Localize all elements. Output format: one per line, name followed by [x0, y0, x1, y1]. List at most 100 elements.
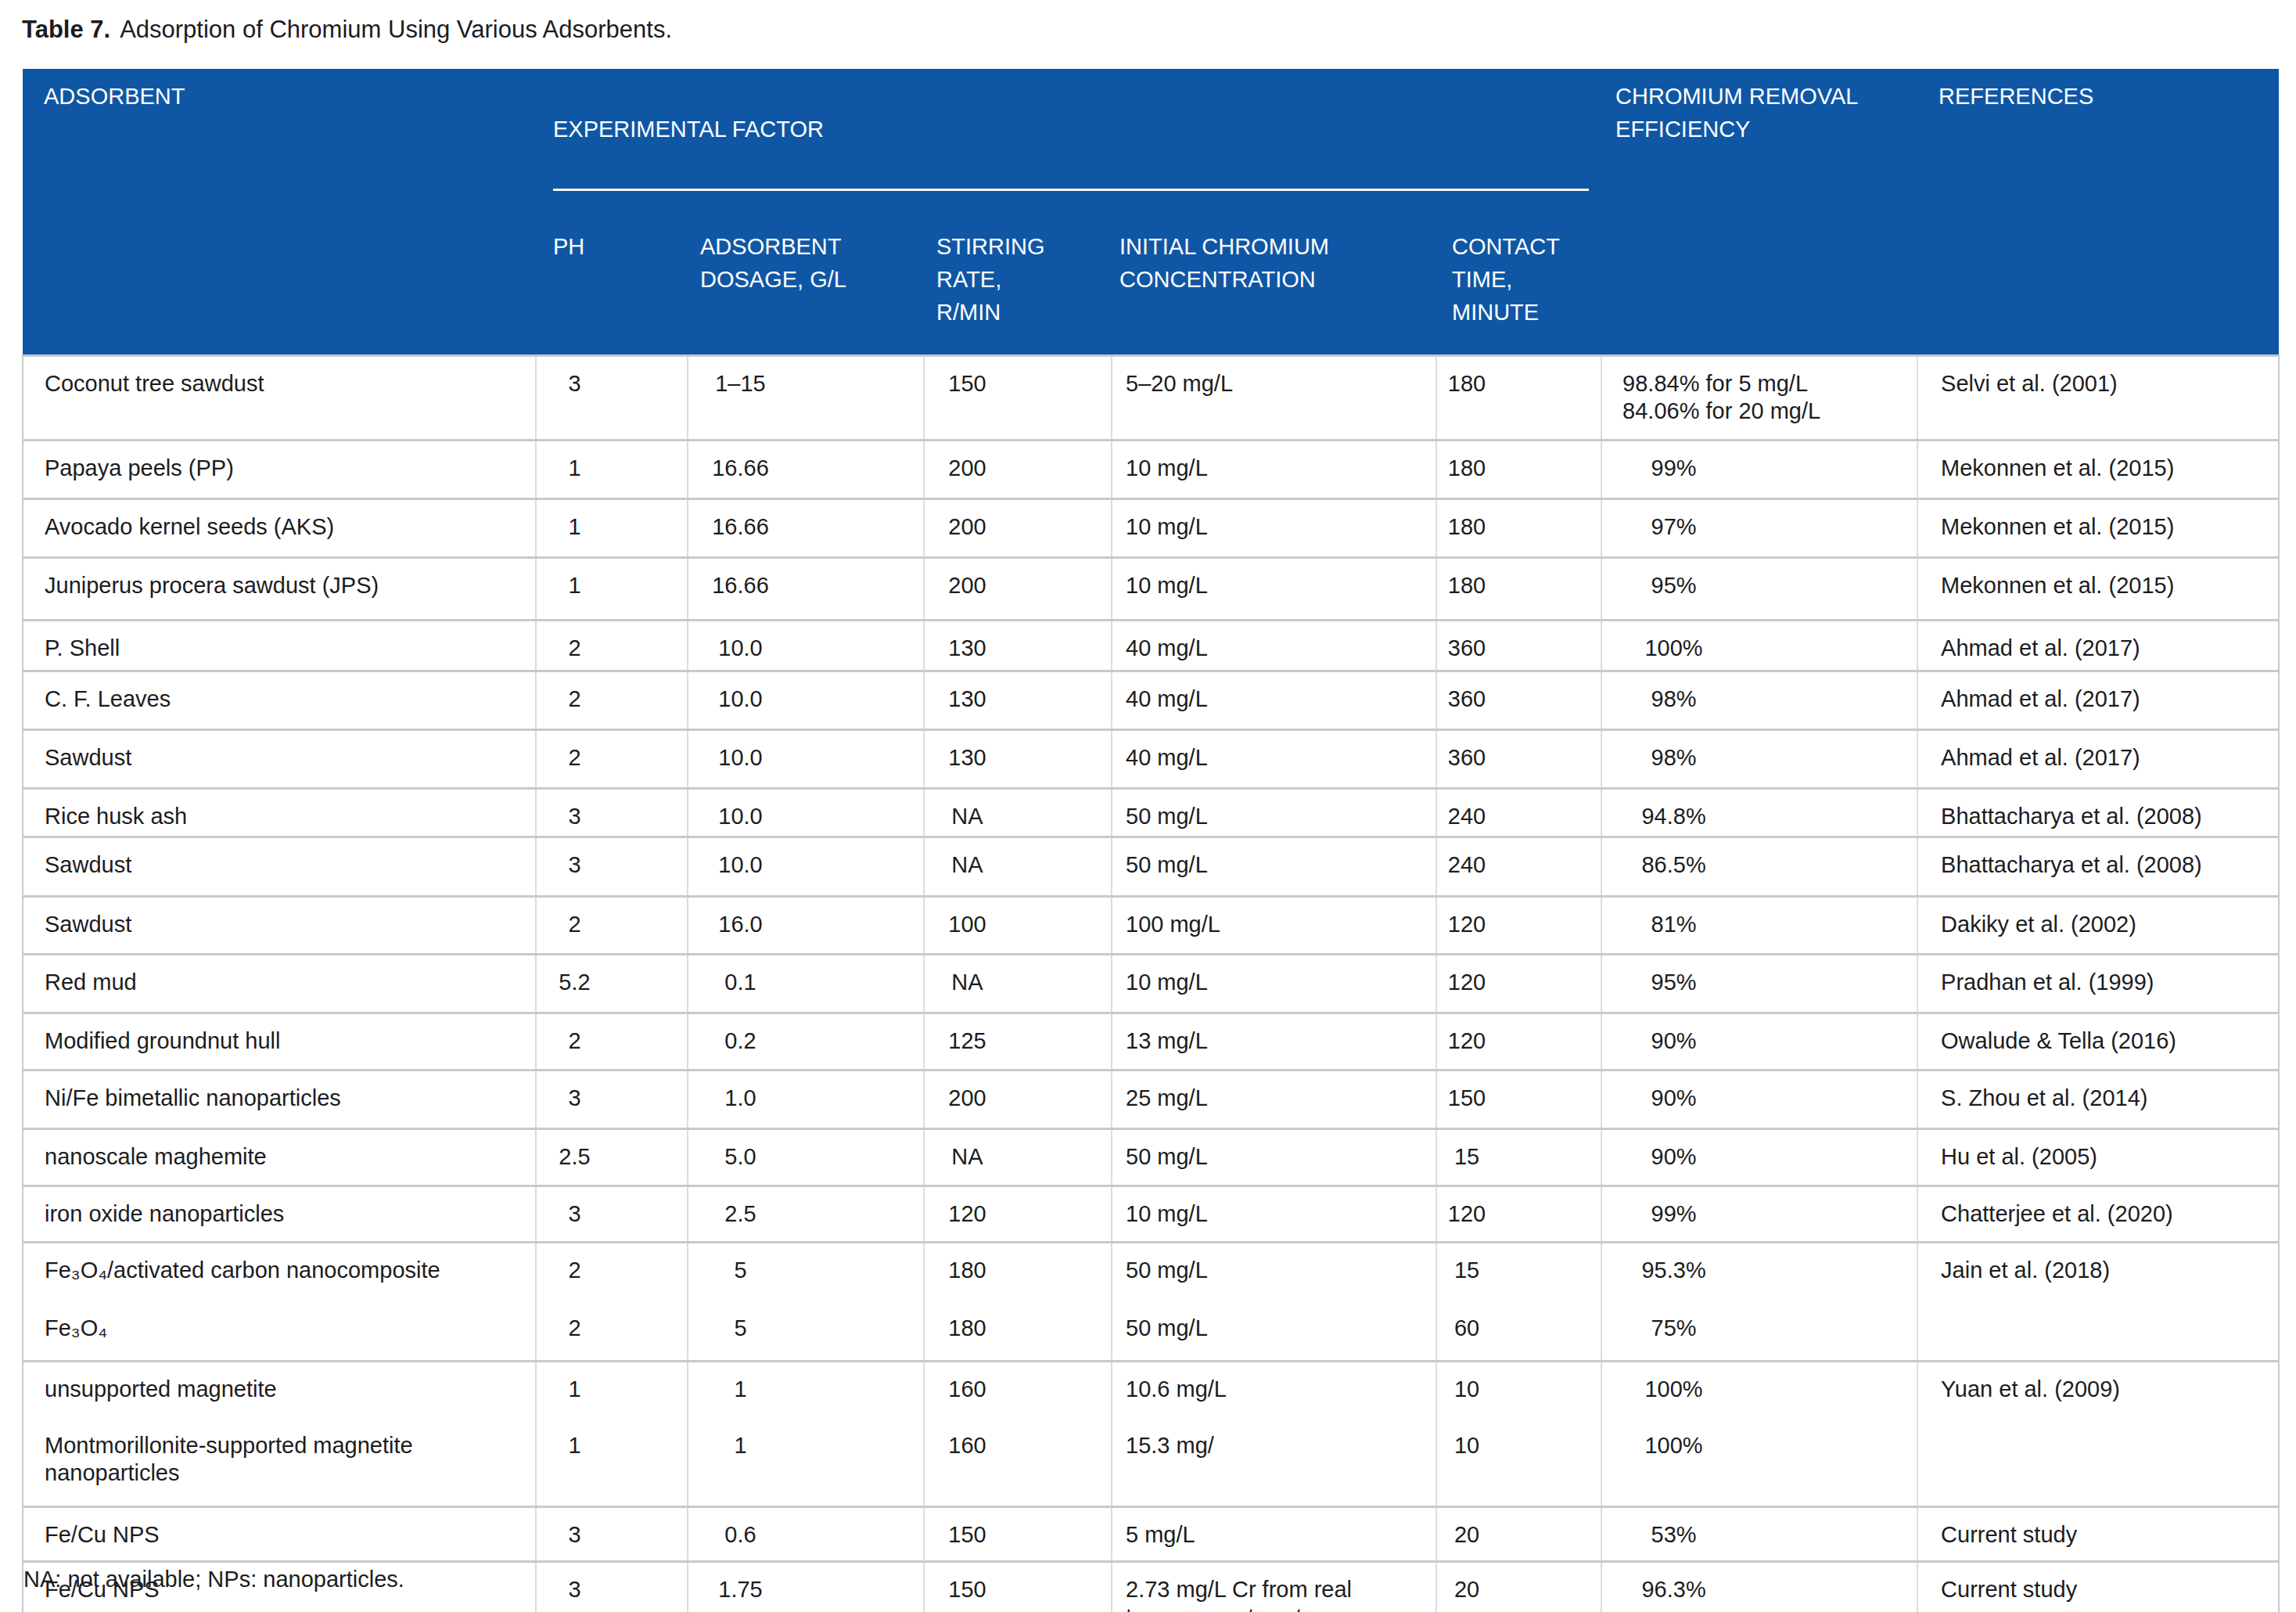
table-caption: Adsorption of Chromium Using Various Ads…	[120, 16, 672, 43]
cell-removal-efficiency: 98%	[1601, 730, 1917, 789]
cell-dosage: 1	[688, 1419, 924, 1507]
col-header-stirring-rate: STIRRING RATE, R/MIN	[924, 224, 1112, 356]
cell-dosage: 0.2	[688, 1013, 924, 1070]
cell-removal-efficiency: 95%	[1601, 558, 1917, 621]
cell-initial-concentration: 100 mg/L	[1112, 897, 1436, 955]
cell-reference: Jain et al. (2018)	[1917, 1243, 2279, 1301]
efficiency-value: 81%	[1651, 911, 1697, 938]
cell-reference: Current study	[1917, 1562, 2279, 1612]
cell-removal-efficiency: 100%	[1601, 1362, 1917, 1419]
cell-stirring-rate: 150	[924, 356, 1112, 441]
cell-removal-efficiency: 90%	[1601, 1013, 1917, 1070]
cell-adsorbent: Avocado kernel seeds (AKS)	[23, 499, 536, 558]
cell-adsorbent: Sawdust	[23, 897, 536, 955]
table-row: Rice husk ash310.0NA50 mg/L24094.8%Bhatt…	[23, 789, 2279, 837]
cell-removal-efficiency: 53%	[1601, 1507, 1917, 1562]
cell-stirring-rate: 200	[924, 558, 1112, 621]
table-row: Montmorillonite-supported magnetite nano…	[23, 1419, 2279, 1507]
cell-dosage: 1.75	[688, 1562, 924, 1612]
table-number-label: Table 7.	[22, 16, 110, 43]
cell-contact-time: 180	[1436, 356, 1601, 441]
cell-ph: 2	[536, 621, 688, 671]
col-header-experimental-factor: EXPERIMENTAL FACTOR	[536, 69, 1601, 224]
table-row: Sawdust210.013040 mg/L36098%Ahmad et al.…	[23, 730, 2279, 789]
cell-reference: Pradhan et al. (1999)	[1917, 955, 2279, 1013]
table-row: Sawdust216.0100100 mg/L12081%Dakiky et a…	[23, 897, 2279, 955]
cell-ph: 2	[536, 671, 688, 730]
cell-initial-concentration: 50 mg/L	[1112, 789, 1436, 837]
cell-reference: Owalude & Tella (2016)	[1917, 1013, 2279, 1070]
col-header-contact-time: CONTACT TIME, MINUTE	[1436, 224, 1601, 356]
table-row: Papaya peels (PP)116.6620010 mg/L18099%M…	[23, 441, 2279, 499]
cell-contact-time: 360	[1436, 730, 1601, 789]
cell-adsorbent: Ni/Fe bimetallic nanoparticles	[23, 1070, 536, 1129]
efficiency-value: 95%	[1651, 969, 1697, 996]
cell-ph: 3	[536, 1562, 688, 1612]
cell-removal-efficiency: 100%	[1601, 1419, 1917, 1507]
cell-initial-concentration: 13 mg/L	[1112, 1013, 1436, 1070]
cell-adsorbent: Modified groundnut hull	[23, 1013, 536, 1070]
cell-contact-time: 180	[1436, 441, 1601, 499]
table-header: ADSORBENT EXPERIMENTAL FACTOR CHROMIUM R…	[23, 69, 2279, 356]
cell-dosage: 1–15	[688, 356, 924, 441]
cell-dosage: 10.0	[688, 621, 924, 671]
table-footnote: NA: not available; NPs: nanoparticles.	[23, 1566, 404, 1593]
cell-contact-time: 120	[1436, 1013, 1601, 1070]
cell-ph: 3	[536, 1507, 688, 1562]
cell-stirring-rate: 200	[924, 441, 1112, 499]
experimental-factor-underline	[553, 189, 1589, 191]
cell-adsorbent: unsupported magnetite	[23, 1362, 536, 1419]
experimental-factor-label: EXPERIMENTAL FACTOR	[536, 113, 1601, 146]
efficiency-value: 86.5%	[1641, 851, 1705, 879]
cell-contact-time: 360	[1436, 621, 1601, 671]
col-header-efficiency: CHROMIUM REMOVAL EFFICIENCY	[1601, 69, 1917, 356]
cell-adsorbent: Juniperus procera sawdust (JPS)	[23, 558, 536, 621]
efficiency-value: 99%	[1651, 455, 1697, 482]
cell-removal-efficiency: 81%	[1601, 897, 1917, 955]
cell-stirring-rate: 200	[924, 1070, 1112, 1129]
cell-contact-time: 180	[1436, 558, 1601, 621]
table-row: nanoscale maghemite2.55.0NA50 mg/L1590%H…	[23, 1129, 2279, 1186]
cell-dosage: 16.0	[688, 897, 924, 955]
cell-initial-concentration: 10 mg/L	[1112, 558, 1436, 621]
cell-initial-concentration: 15.3 mg/	[1112, 1419, 1436, 1507]
cell-reference: Current study	[1917, 1507, 2279, 1562]
cell-dosage: 5.0	[688, 1129, 924, 1186]
cell-reference: Mekonnen et al. (2015)	[1917, 499, 2279, 558]
efficiency-value: 100%	[1644, 635, 1702, 662]
col-header-initial-concentration: INITIAL CHROMIUM CONCENTRATION	[1112, 224, 1436, 356]
cell-initial-concentration: 10 mg/L	[1112, 441, 1436, 499]
table-row: C. F. Leaves210.013040 mg/L36098%Ahmad e…	[23, 671, 2279, 730]
cell-ph: 3	[536, 1186, 688, 1243]
cell-ph: 3	[536, 789, 688, 837]
cell-initial-concentration: 50 mg/L	[1112, 1301, 1436, 1362]
cell-dosage: 2.5	[688, 1186, 924, 1243]
adsorption-table-container: ADSORBENT EXPERIMENTAL FACTOR CHROMIUM R…	[22, 69, 2278, 1612]
efficiency-value: 90%	[1651, 1027, 1697, 1055]
efficiency-value: 95%	[1651, 572, 1697, 599]
adsorption-table: ADSORBENT EXPERIMENTAL FACTOR CHROMIUM R…	[22, 69, 2280, 1612]
cell-reference: S. Zhou et al. (2014)	[1917, 1070, 2279, 1129]
cell-initial-concentration: 40 mg/L	[1112, 730, 1436, 789]
efficiency-value: 90%	[1651, 1085, 1697, 1112]
cell-contact-time: 20	[1436, 1507, 1601, 1562]
cell-stirring-rate: 130	[924, 671, 1112, 730]
cell-initial-concentration: 5–20 mg/L	[1112, 356, 1436, 441]
cell-dosage: 10.0	[688, 730, 924, 789]
cell-removal-efficiency: 99%	[1601, 1186, 1917, 1243]
cell-initial-concentration: 5 mg/L	[1112, 1507, 1436, 1562]
cell-ph: 2	[536, 730, 688, 789]
cell-removal-efficiency: 98.84% for 5 mg/L 84.06% for 20 mg/L	[1601, 356, 1917, 441]
cell-stirring-rate: 180	[924, 1243, 1112, 1301]
cell-dosage: 10.0	[688, 671, 924, 730]
cell-adsorbent: nanoscale maghemite	[23, 1129, 536, 1186]
cell-stirring-rate: NA	[924, 789, 1112, 837]
cell-ph: 3	[536, 356, 688, 441]
cell-stirring-rate: 120	[924, 1186, 1112, 1243]
cell-contact-time: 180	[1436, 499, 1601, 558]
document-page: Table 7. Adsorption of Chromium Using Var…	[0, 0, 2296, 1612]
col-header-ph: PH	[536, 224, 688, 356]
cell-ph: 5.2	[536, 955, 688, 1013]
cell-contact-time: 20	[1436, 1562, 1601, 1612]
cell-dosage: 16.66	[688, 558, 924, 621]
